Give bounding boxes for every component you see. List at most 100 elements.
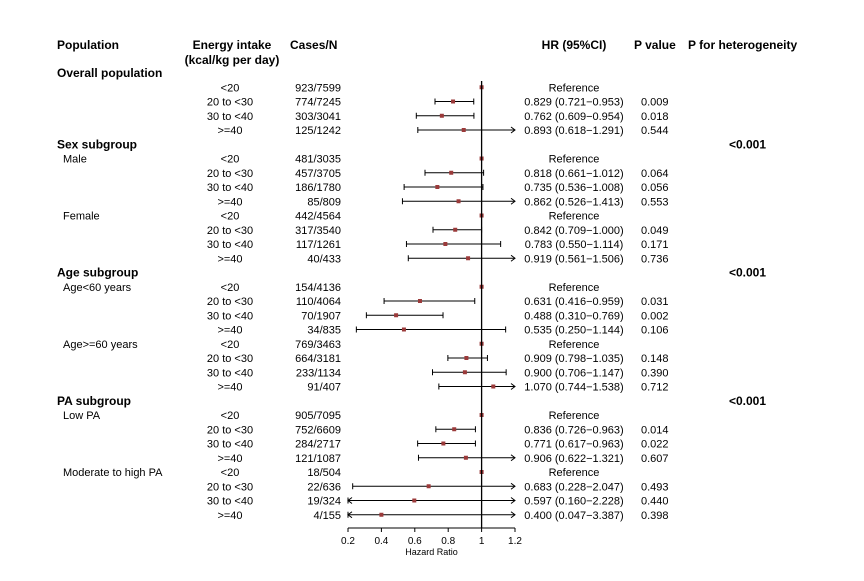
forest-marks <box>347 85 516 519</box>
header-population: Population <box>57 38 119 52</box>
p-value: 0.022 <box>641 439 669 451</box>
cases-n: 457/3705 <box>295 168 341 180</box>
table-rows: Overall population <20 923/7599 Reference 20… <box>57 66 766 522</box>
energy-category: 30 to <40 <box>207 367 253 379</box>
x-axis-label: Hazard Ratio <box>405 547 458 557</box>
hr-ci-text: 0.400 (0.047−3.387) <box>524 510 623 522</box>
x-tick-label: 0.4 <box>374 536 388 547</box>
cases-n: 233/1134 <box>296 367 341 379</box>
p-value: 0.009 <box>641 97 669 109</box>
hr-point <box>463 455 468 460</box>
cases-n: 923/7599 <box>295 82 341 94</box>
subgroup-label: Moderate to high PA <box>63 467 163 479</box>
hr-point <box>453 227 458 232</box>
p-value: 0.553 <box>641 196 669 208</box>
hr-point <box>379 512 384 517</box>
ci-arrow-high <box>510 497 516 504</box>
p-heterogeneity-value: <0.001 <box>729 394 766 408</box>
hr-point <box>401 327 406 332</box>
hr-ci-text: 0.909 (0.798−1.035) <box>524 353 623 365</box>
hr-ci-text: 0.829 (0.721−0.953) <box>524 97 623 109</box>
energy-category: 20 to <30 <box>207 481 253 493</box>
hr-point <box>466 256 471 261</box>
p-heterogeneity-value: <0.001 <box>729 137 766 151</box>
cases-n: 4/155 <box>313 510 341 522</box>
hr-ci-text: 0.818 (0.661−1.012) <box>524 168 623 180</box>
hr-point <box>452 427 457 432</box>
hr-point <box>451 99 456 104</box>
hr-ci-text: 0.900 (0.706−1.147) <box>524 367 623 379</box>
x-tick-label: 0.8 <box>441 536 455 547</box>
p-value: 0.440 <box>641 496 669 508</box>
x-tick-label: 0.6 <box>408 536 422 547</box>
hr-point <box>412 498 417 503</box>
hr-ci-text: Reference <box>549 82 600 94</box>
cases-n: 18/504 <box>307 467 341 479</box>
subgroup-label: Age<60 years <box>63 282 132 294</box>
cases-n: 22/636 <box>307 481 341 493</box>
energy-category: <20 <box>221 211 240 223</box>
subgroup-label: Age>=60 years <box>63 339 138 351</box>
cases-n: 774/7245 <box>295 97 341 109</box>
cases-n: 19/324 <box>307 496 341 508</box>
cases-n: 34/835 <box>307 325 341 337</box>
hr-ci-text: 0.735 (0.536−1.008) <box>524 182 623 194</box>
p-value: 0.014 <box>641 424 669 436</box>
ci-arrow-high <box>510 511 516 519</box>
hr-point <box>461 128 466 132</box>
subgroup-label: Female <box>63 211 100 223</box>
hr-ci-text: 0.535 (0.250−1.144) <box>524 325 623 337</box>
hr-ci-text: 1.070 (0.744−1.538) <box>524 382 623 394</box>
energy-category: >=40 <box>217 453 242 465</box>
header-p-heterogeneity: P for heterogeneity <box>688 38 797 52</box>
hr-point <box>439 113 444 118</box>
header-cases: Cases/N <box>290 38 337 52</box>
cases-n: 769/3463 <box>295 339 341 351</box>
energy-category: <20 <box>221 282 240 294</box>
header-energy-intake: Energy intake <box>193 38 272 52</box>
hr-ci-text: 0.906 (0.622−1.321) <box>524 453 623 465</box>
hr-point <box>456 199 461 204</box>
hr-ci-text: 0.893 (0.618−1.291) <box>524 125 623 137</box>
energy-category: >=40 <box>217 196 242 208</box>
p-value: 0.390 <box>641 367 669 379</box>
hr-point <box>435 185 440 189</box>
hr-ci-text: Reference <box>549 211 600 223</box>
hr-ci-text: Reference <box>549 154 600 166</box>
energy-category: 30 to <40 <box>207 310 253 322</box>
cases-n: 70/1907 <box>301 310 341 322</box>
hr-point <box>417 299 422 303</box>
energy-category: 30 to <40 <box>207 111 253 123</box>
x-tick-label: 0.2 <box>341 536 355 547</box>
energy-category: 20 to <30 <box>207 296 253 308</box>
section-label: PA subgroup <box>57 394 131 408</box>
energy-category: >=40 <box>217 253 242 265</box>
energy-category: <20 <box>221 82 240 94</box>
energy-category: <20 <box>221 410 240 422</box>
hr-point <box>441 441 446 446</box>
cases-n: 664/3181 <box>295 353 341 365</box>
section-label: Age subgroup <box>57 266 138 280</box>
cases-n: 303/3041 <box>295 111 341 123</box>
ci-arrow-high <box>510 482 516 490</box>
hr-ci-text: 0.842 (0.709−1.000) <box>524 225 623 237</box>
x-tick-label: 1 <box>479 536 485 547</box>
cases-n: 85/809 <box>307 196 341 208</box>
p-value: 0.002 <box>641 310 669 322</box>
energy-category: 20 to <30 <box>207 353 253 365</box>
energy-category: 30 to <40 <box>207 496 253 508</box>
hr-point <box>449 170 454 175</box>
cases-n: 121/1087 <box>295 453 341 465</box>
x-axis: 0.2 0.4 0.6 0.8 1 1.2 Hazard Ratio <box>341 81 522 557</box>
energy-category: 30 to <40 <box>207 239 253 251</box>
hr-ci-text: 0.488 (0.310−0.769) <box>524 310 623 322</box>
hr-ci-text: 0.919 (0.561−1.506) <box>524 253 623 265</box>
energy-category: >=40 <box>217 125 242 137</box>
p-value: 0.171 <box>641 239 669 251</box>
cases-n: 91/407 <box>307 382 341 394</box>
p-heterogeneity-value: <0.001 <box>729 266 766 280</box>
hr-ci-text: 0.762 (0.609−0.954) <box>524 111 623 123</box>
cases-n: 125/1242 <box>295 125 341 137</box>
cases-n: 481/3035 <box>295 154 341 166</box>
hr-ci-text: 0.631 (0.416−0.959) <box>524 296 623 308</box>
